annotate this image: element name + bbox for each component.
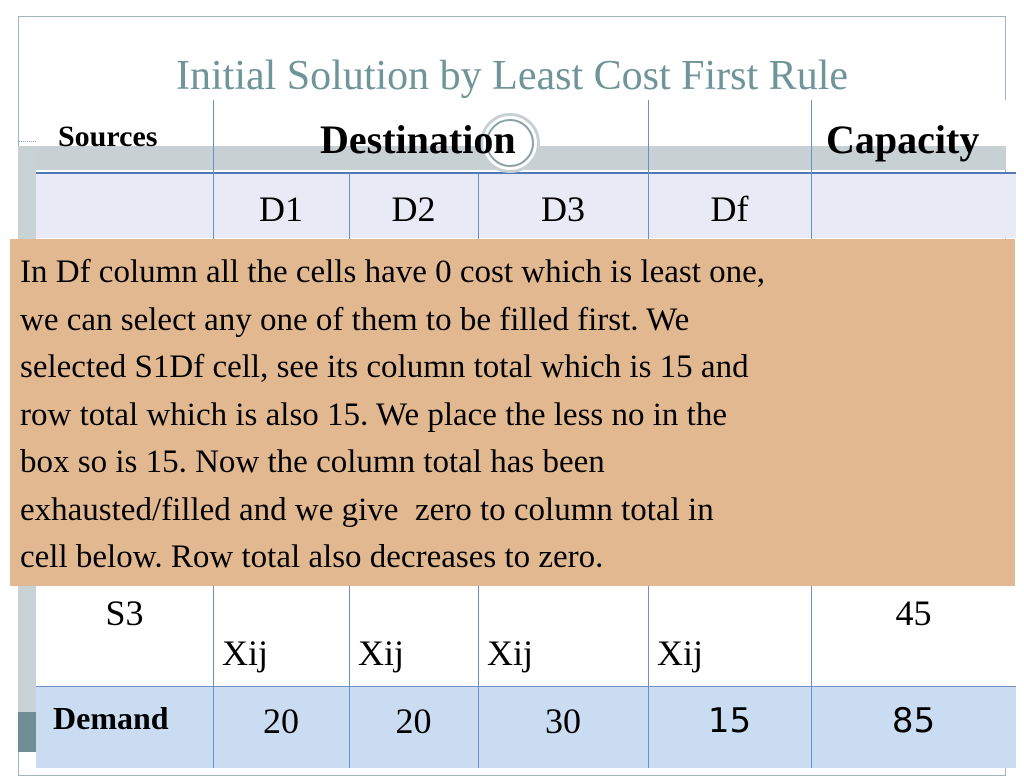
callout-line: exhausted/filled and we give zero to col… bbox=[20, 491, 714, 528]
cell-variable: Xij bbox=[657, 633, 704, 673]
explanation-callout: In Df column all the cells have 0 cost w… bbox=[10, 239, 1015, 586]
cell-variable: Xij bbox=[222, 633, 269, 673]
row-s3 bbox=[36, 584, 1016, 686]
capacity-header: Capacity bbox=[826, 117, 980, 162]
decorative-ring-inner bbox=[486, 119, 534, 167]
callout-line: selected S1Df cell, see its column total… bbox=[20, 349, 749, 385]
capacity-s3: 45 bbox=[895, 593, 932, 633]
demand-df: 15 bbox=[707, 701, 752, 741]
cell-variable: Xij bbox=[358, 633, 405, 673]
demand-label: Demand bbox=[53, 700, 169, 736]
row-label-s3: S3 bbox=[105, 593, 144, 633]
column-label-d3: D3 bbox=[541, 189, 585, 229]
callout-line: box so is 15. Now the column total has b… bbox=[20, 444, 605, 480]
demand-d3: 30 bbox=[545, 701, 581, 741]
demand-row bbox=[36, 686, 1016, 768]
column-label-d1: D1 bbox=[259, 189, 303, 229]
demand-d1: 20 bbox=[263, 701, 299, 741]
demand-d2: 20 bbox=[395, 701, 432, 741]
sources-header: Sources bbox=[58, 120, 158, 153]
column-header-row bbox=[36, 174, 1016, 238]
destination-header: Destination bbox=[320, 117, 516, 162]
left-accent-dark bbox=[18, 712, 36, 752]
callout-line: In Df column all the cells have 0 cost w… bbox=[20, 254, 766, 290]
grid-line bbox=[36, 686, 1016, 687]
table-top-border bbox=[36, 172, 1016, 174]
cell-variable: Xij bbox=[487, 633, 534, 673]
column-label-d2: D2 bbox=[391, 189, 436, 229]
column-label-df: Df bbox=[710, 189, 749, 229]
callout-line: row total which is also 15. We place the… bbox=[20, 396, 728, 433]
demand-total: 85 bbox=[891, 701, 936, 741]
slide-title: Initial Solution by Least Cost First Rul… bbox=[176, 53, 848, 99]
callout-line: we can select any one of them to be fill… bbox=[20, 301, 690, 338]
callout-line: cell below. Row total also decreases to … bbox=[20, 539, 604, 575]
